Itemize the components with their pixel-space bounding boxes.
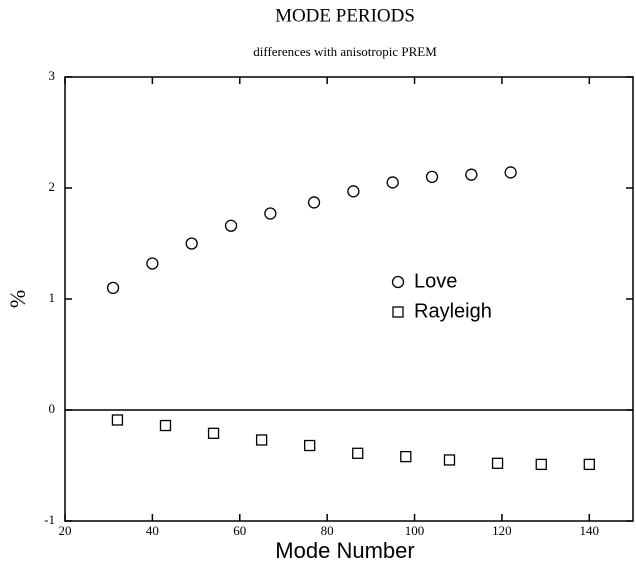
legend-marker	[391, 275, 405, 289]
data-point	[465, 168, 478, 181]
data-point	[146, 257, 159, 270]
chart-subtitle: differences with anisotropic PREM	[253, 44, 437, 59]
data-point	[185, 237, 198, 250]
y-axis-label: %	[5, 290, 30, 308]
legend-label: Love	[414, 270, 457, 292]
y-tick-label: -1	[44, 512, 55, 527]
x-axis-label: Mode Number	[275, 538, 414, 563]
x-tick-label: 100	[405, 523, 425, 538]
x-tick-label: 60	[233, 523, 246, 538]
data-point	[491, 457, 504, 469]
y-tick-label: 0	[49, 401, 56, 416]
data-point	[443, 454, 456, 466]
data-point	[535, 458, 547, 471]
data-point	[111, 414, 124, 426]
y-tick-label: 3	[49, 68, 56, 83]
data-point	[159, 419, 172, 432]
x-tick-label: 80	[321, 523, 334, 538]
data-point	[304, 439, 316, 452]
plot-frame	[64, 76, 634, 522]
chart-title: MODE PERIODS	[275, 5, 415, 26]
data-point	[583, 458, 595, 471]
data-point	[504, 166, 517, 179]
data-point	[307, 196, 321, 209]
data-point	[386, 176, 399, 189]
data-point	[347, 185, 360, 198]
legend-marker	[392, 306, 404, 318]
data-point	[207, 427, 220, 439]
x-tick-label: 20	[59, 523, 72, 538]
y-tick-label: 2	[49, 179, 56, 194]
data-point	[264, 207, 277, 220]
data-point	[224, 219, 238, 232]
data-point	[400, 450, 412, 463]
x-tick-label: 40	[146, 523, 159, 538]
x-tick-label: 120	[492, 523, 512, 538]
data-point	[255, 434, 268, 446]
x-tick-label: 140	[580, 523, 600, 538]
data-point	[106, 281, 120, 295]
data-point	[425, 170, 439, 184]
y-tick-label: 1	[49, 290, 56, 305]
legend-label: Rayleigh	[414, 300, 492, 322]
data-point	[352, 447, 364, 459]
